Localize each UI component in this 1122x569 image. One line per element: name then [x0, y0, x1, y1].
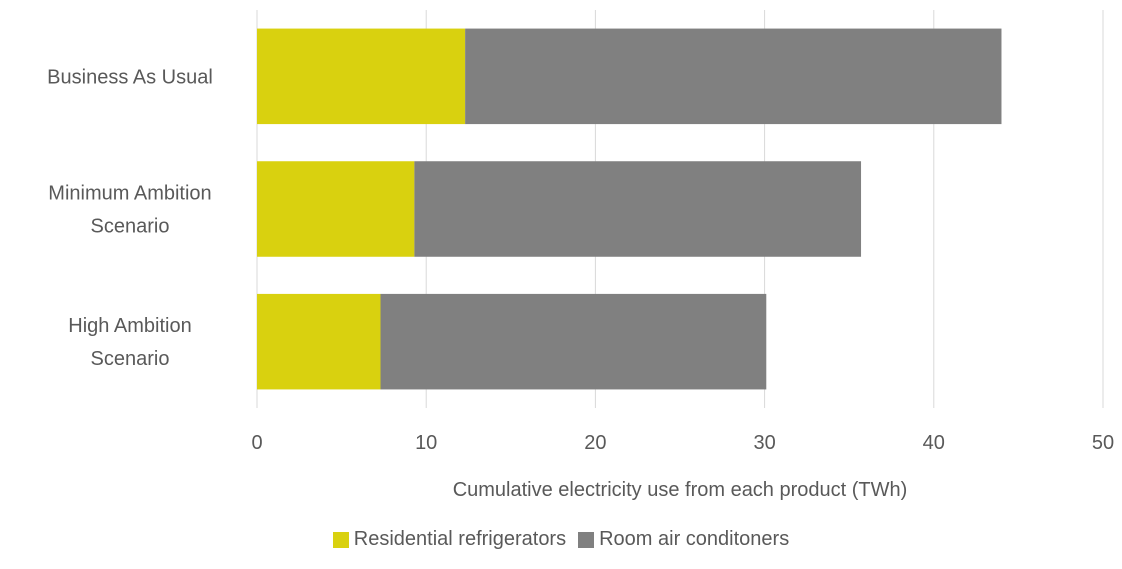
legend: Residential refrigerators Room air condi… [0, 528, 1122, 551]
bar-refrigerators-1 [257, 161, 415, 257]
legend-label-air-conditioners: Room air conditoners [599, 528, 790, 550]
category-label-0: Business As Usual [47, 66, 213, 88]
x-tick-label-5: 50 [1092, 432, 1114, 454]
chart-plot: Business As Usual Minimum Ambition Scenari… [47, 10, 1114, 501]
legend-swatch-refrigerators [332, 531, 349, 548]
bar-air-conditioners-2 [380, 293, 767, 390]
category-label-2: High Ambition Scenario [68, 315, 191, 370]
category-label-1: Minimum Ambition Scenario [48, 183, 211, 238]
legend-label-refrigerators: Residential refrigerators [353, 528, 567, 550]
x-tick-label-4: 40 [923, 432, 945, 454]
legend-swatch-air-conditioners [578, 531, 595, 548]
x-axis-title: Cumulative electricity use from each pro… [453, 479, 908, 501]
x-tick-label-2: 20 [584, 432, 606, 454]
x-tick-label-3: 30 [753, 432, 775, 454]
x-tick-label-0: 0 [251, 432, 262, 454]
legend-item-air-conditioners: Room air conditoners [578, 528, 789, 551]
x-tick-label-1: 10 [415, 432, 437, 454]
bar-air-conditioners-0 [465, 28, 1002, 125]
legend-item-refrigerators: Residential refrigerators [332, 528, 567, 551]
bar-refrigerators-0 [257, 28, 466, 125]
bar-air-conditioners-1 [414, 161, 862, 257]
bar-refrigerators-2 [257, 293, 381, 390]
